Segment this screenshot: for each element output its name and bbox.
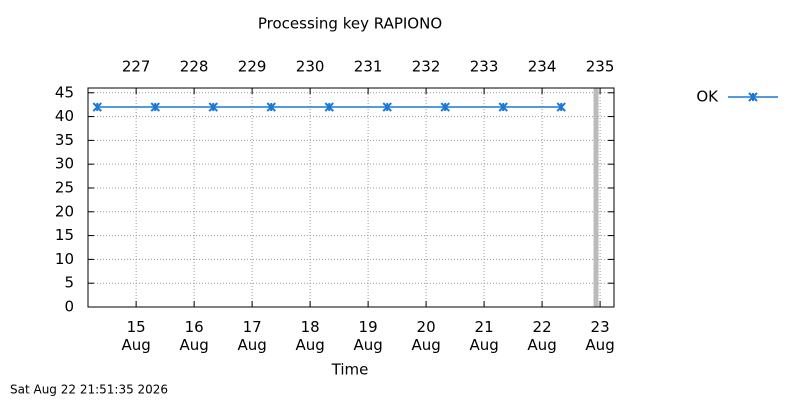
point — [440, 102, 450, 112]
x2-tick-label: 230 — [296, 58, 325, 76]
point — [208, 102, 218, 112]
legend-label: OK — [696, 88, 719, 106]
y-tick-label: 30 — [55, 155, 74, 173]
point — [324, 102, 334, 112]
y-tick-label: 40 — [55, 107, 74, 125]
x2-tick-label: 235 — [586, 58, 615, 76]
x-tick-label: 19 Aug — [353, 318, 383, 354]
point — [556, 102, 566, 112]
point — [498, 102, 508, 112]
x-tick-label: 16 Aug — [179, 318, 209, 354]
x-tick-label: 17 Aug — [237, 318, 267, 354]
y-tick-label: 35 — [55, 131, 74, 149]
y-tick-label: 25 — [55, 178, 74, 196]
x-tick-label: 15 Aug — [121, 318, 151, 354]
chart-title: Processing key RAPIONO — [258, 15, 442, 33]
x2-tick-label: 227 — [122, 58, 151, 76]
x-tick-label: 22 Aug — [527, 318, 557, 354]
x-tick-label: 18 Aug — [295, 318, 325, 354]
point — [382, 102, 392, 112]
y-tick-label: 0 — [64, 298, 74, 316]
x2-tick-label: 229 — [238, 58, 267, 76]
y-tick-label: 20 — [55, 202, 74, 220]
now-marker — [593, 88, 599, 307]
footer-timestamp: Sat Aug 22 21:51:35 2026 — [10, 383, 168, 397]
x-tick-label: 23 Aug — [585, 318, 615, 354]
point — [266, 102, 276, 112]
y-tick-label: 5 — [64, 274, 74, 292]
x2-tick-label: 234 — [528, 58, 557, 76]
plot-border — [87, 87, 615, 308]
x2-tick-label: 228 — [180, 58, 209, 76]
y-tick-label: 10 — [55, 250, 74, 268]
y-tick-label: 15 — [55, 226, 74, 244]
legend-marker — [748, 92, 758, 102]
x2-tick-label: 231 — [354, 58, 383, 76]
x2-tick-label: 233 — [470, 58, 499, 76]
point — [92, 102, 102, 112]
y-tick-label: 45 — [55, 83, 74, 101]
x-tick-label: 20 Aug — [411, 318, 441, 354]
x-tick-label: 21 Aug — [469, 318, 499, 354]
x-axis-label: Time — [331, 361, 369, 379]
x2-tick-label: 232 — [412, 58, 441, 76]
point — [150, 102, 160, 112]
